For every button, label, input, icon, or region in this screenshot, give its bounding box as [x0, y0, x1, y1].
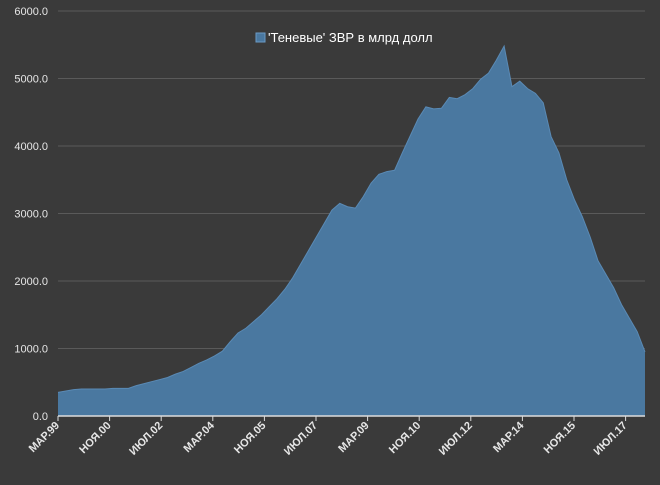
- x-tick-label: ИЮЛ.02: [127, 420, 165, 458]
- x-tick-label: МАР.14: [491, 419, 527, 455]
- area-fill: [58, 46, 645, 416]
- y-tick-label: 4000.0: [14, 141, 48, 153]
- x-tick-label: НОЯ.10: [387, 420, 423, 456]
- area-series: [57, 44, 646, 416]
- x-tick-label: ИЮЛ.17: [592, 420, 630, 458]
- x-tick-label: НОЯ.00: [77, 420, 113, 456]
- legend-label: 'Теневые' ЗВР в млрд долл: [268, 30, 433, 45]
- x-tick-label: НОЯ.15: [542, 420, 578, 456]
- x-axis-ticks: МАР.99 НОЯ.00 ИЮЛ.02 МАР.04 НОЯ.05 ИЮЛ.07 МАР.…: [27, 416, 630, 458]
- y-axis-ticks: 0.0 1000.0 2000.0 3000.0 4000.0 5000.0 6000.0: [14, 6, 48, 423]
- x-tick-label: ИЮЛ.12: [437, 420, 475, 458]
- y-tick-label: 0.0: [33, 411, 48, 423]
- legend-swatch: [255, 32, 266, 43]
- y-tick-label: 5000.0: [14, 74, 48, 86]
- x-tick-label: МАР.99: [27, 420, 62, 455]
- x-tick-label: МАР.04: [181, 419, 217, 455]
- y-tick-label: 1000.0: [14, 344, 48, 356]
- x-tick-label: ИЮЛ.07: [282, 420, 320, 458]
- y-tick-label: 6000.0: [14, 6, 48, 18]
- legend: 'Теневые' ЗВР в млрд долл: [255, 30, 433, 45]
- y-tick-label: 3000.0: [14, 209, 48, 221]
- y-tick-label: 2000.0: [14, 276, 48, 288]
- area-line: [57, 44, 646, 393]
- x-tick-label: НОЯ.05: [232, 420, 268, 456]
- x-tick-label: МАР.09: [336, 420, 371, 455]
